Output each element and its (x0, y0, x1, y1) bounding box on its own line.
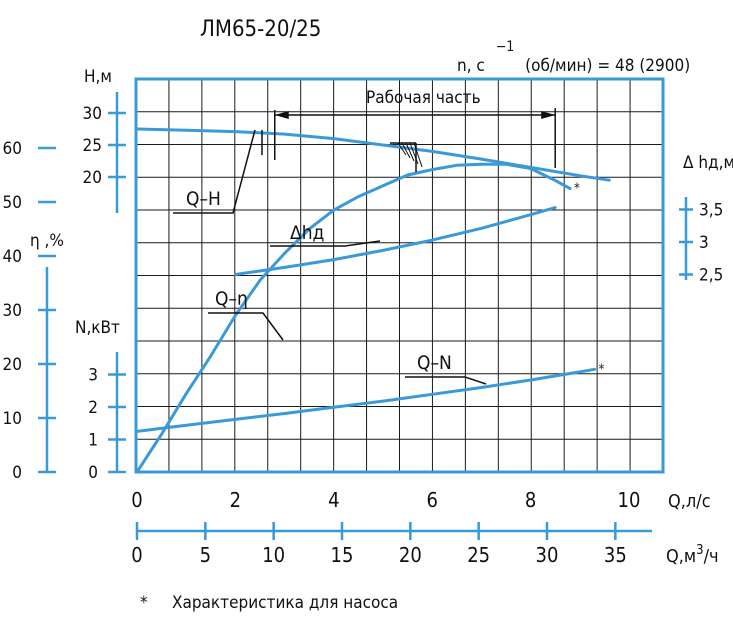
hatch-line (397, 142, 407, 156)
h-axis-tick-label: 25 (83, 136, 102, 156)
speed-label: n, c −1 (об/мин) = 48 (2900) (457, 36, 690, 76)
n-axis-tick-label: 1 (88, 431, 98, 451)
npsh-axis-tick-label: 2,5 (699, 266, 723, 286)
x2-axis-tick-label: 20 (399, 543, 422, 567)
hatch-line (405, 142, 415, 162)
x2-axis-tick-label: 15 (331, 543, 354, 567)
x2-axis-tick-label: 0 (131, 543, 142, 567)
eta-axis-tick-label: 50 (3, 193, 22, 213)
x-axis-tick-label: 6 (426, 488, 437, 512)
eta-axis-tick-label: 60 (3, 139, 22, 159)
working-range-label: Рабочая часть (366, 88, 481, 108)
x-axis-tick-label: 10 (618, 488, 641, 512)
eta-axis-tick-label: 10 (3, 409, 22, 429)
series-label-q-n: Q–N (417, 352, 452, 374)
series-label-q-h: Q–H (186, 188, 221, 210)
x2-axis-tick-label: 30 (536, 543, 559, 567)
chart-frame (134, 77, 665, 474)
h-axis-label: Н,м (84, 67, 112, 87)
series-footnote-mark: * (599, 362, 605, 377)
curve-layer: ** (135, 127, 611, 474)
working-range-arrowhead-right (541, 111, 556, 119)
speed-label-value: (об/мин) = 48 (2900) (525, 56, 690, 76)
series-footnote-mark: * (574, 182, 580, 197)
x2-axis-tick-label: 25 (467, 543, 490, 567)
x-axis-tick-label: 4 (328, 488, 339, 512)
n-axis-tick-label: 3 (88, 366, 98, 386)
npsh-axis-label: Δ hд,м (683, 153, 733, 173)
eta-axis-tick-label: 20 (3, 355, 22, 375)
x-axis-tick-label: 0 (131, 488, 142, 512)
series-line (135, 127, 611, 182)
x2-axis-tick-label: 5 (200, 543, 211, 567)
npsh-axis-tick-label: 3,5 (699, 201, 723, 221)
leader-q-h (173, 129, 256, 214)
n-axis-label: N,кВт (75, 318, 120, 338)
chart-grid (136, 79, 663, 472)
hatch-line (401, 142, 411, 159)
hatch-line (413, 142, 423, 168)
speed-label-text: n, c (457, 56, 485, 76)
x2-axis-tick-label: 35 (604, 543, 627, 567)
eta-axis-tick-label: 30 (3, 301, 22, 321)
h-axis-tick-label: 20 (83, 168, 102, 188)
x2-axis-label: Q,м3/ч (666, 543, 719, 567)
eta-axis-tick-label: 40 (3, 247, 22, 267)
footnote-text: Характеристика для насоса (172, 593, 398, 613)
x-axis-label: Q,л/с (668, 491, 711, 512)
leader-q-eta (208, 312, 284, 341)
hatch-line (409, 142, 419, 165)
x2-axis-tick-label: 10 (262, 543, 285, 567)
npsh-axis-tick-label: 3 (699, 233, 709, 253)
working-range-arrowhead-left (274, 111, 289, 119)
h-axis-tick-label: 30 (83, 104, 102, 124)
eta-axis-tick-label: 0 (12, 463, 22, 483)
x-axis-tick-label: 2 (230, 488, 241, 512)
labels-layer: Q–H Δhд Q–η Q–N (173, 108, 556, 385)
n-axis-tick-label: 2 (88, 398, 98, 418)
series-label-npsh: Δhд (290, 222, 324, 244)
series-line (135, 162, 572, 474)
chart-title: ЛМ65-20/25 (200, 17, 321, 42)
series-label-q-eta: Q–η (215, 288, 248, 310)
speed-label-exponent: −1 (496, 39, 515, 55)
leader-q-n (405, 376, 487, 385)
eta-axis-label: η ,% (30, 231, 64, 251)
footnote-mark: * (140, 593, 148, 613)
series-line (233, 206, 557, 276)
series-line (135, 367, 597, 433)
n-axis-tick-label: 0 (88, 463, 98, 483)
x-axis-tick-label: 8 (525, 488, 536, 512)
leader-npsh (270, 240, 381, 247)
